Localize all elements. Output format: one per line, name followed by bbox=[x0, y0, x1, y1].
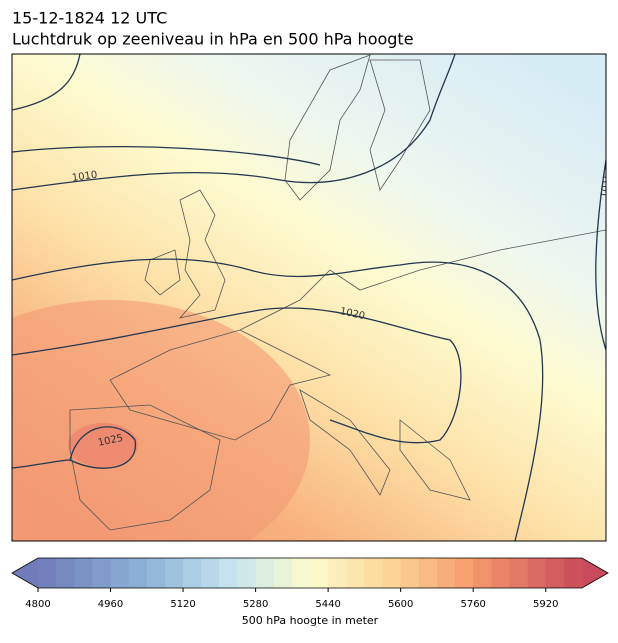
isobar-label: 1015 bbox=[599, 172, 614, 199]
colorbar-segment bbox=[219, 558, 238, 588]
colorbar-tick-label: 4800 bbox=[25, 599, 50, 610]
colorbar-segment bbox=[74, 558, 93, 588]
colorbar-segment bbox=[92, 558, 112, 588]
colorbar-tick-label: 5760 bbox=[460, 599, 485, 610]
colorbar-segment bbox=[146, 558, 166, 588]
colorbar-tick-label: 5280 bbox=[243, 599, 268, 610]
colorbar-segment bbox=[563, 558, 583, 588]
colorbar-tick-label: 5600 bbox=[388, 599, 413, 610]
colorbar-outline bbox=[11, 557, 609, 589]
colorbar-segment bbox=[128, 558, 148, 588]
map-frame bbox=[11, 53, 607, 542]
colorbar: 4800 4960 5120 5280 5440 5600 5760 5920 bbox=[11, 557, 609, 610]
colorbar-tick-label: 4960 bbox=[98, 599, 123, 610]
colorbar-tick-label: 5440 bbox=[315, 599, 340, 610]
colorbar-label: 500 hPa hoogte in meter bbox=[242, 614, 379, 627]
colorbar-segment bbox=[509, 558, 529, 588]
colorbar-segment bbox=[38, 558, 57, 588]
colorbar-segment bbox=[346, 558, 365, 588]
isobar-label: 1020 bbox=[339, 306, 366, 322]
colorbar-segment bbox=[110, 558, 130, 588]
colorbar-segment bbox=[400, 558, 420, 588]
colorbar-segment bbox=[273, 558, 293, 588]
colorbar-segment bbox=[201, 558, 220, 588]
colorbar-segment bbox=[237, 558, 257, 588]
colorbar-segment bbox=[56, 558, 75, 588]
colorbar-segment bbox=[491, 558, 510, 588]
colorbar-segment bbox=[328, 558, 347, 588]
colorbar-segment bbox=[418, 558, 438, 588]
colorbar-tick-label: 5120 bbox=[170, 599, 195, 610]
colorbar-segment bbox=[545, 558, 565, 588]
colorbar-segment bbox=[255, 558, 275, 588]
subtitle: Luchtdruk op zeeniveau in hPa en 500 hPa… bbox=[12, 30, 414, 49]
colorbar-segment bbox=[164, 558, 184, 588]
colorbar-segment bbox=[382, 558, 402, 588]
colorbar-segment bbox=[473, 558, 492, 588]
colorbar-segment bbox=[310, 558, 329, 588]
coastlines bbox=[69, 54, 606, 531]
isobar-label: 1025 bbox=[97, 433, 124, 449]
colorbar-segment bbox=[183, 558, 202, 588]
map: 1010 1020 1025 1015 bbox=[12, 54, 614, 541]
colorbar-segment bbox=[436, 558, 456, 588]
isobar-label: 1010 bbox=[71, 170, 98, 184]
colorbar-segment bbox=[291, 558, 311, 588]
colorbar-extend-high bbox=[582, 558, 608, 588]
title: 15-12-1824 12 UTC bbox=[12, 9, 167, 28]
colorbar-extend-low bbox=[12, 558, 38, 588]
isobars bbox=[12, 54, 606, 541]
height-high bbox=[12, 300, 310, 541]
colorbar-tick-label: 5920 bbox=[533, 599, 558, 610]
colorbar-segment bbox=[455, 558, 474, 588]
colorbar-segment bbox=[527, 558, 547, 588]
colorbar-segment bbox=[364, 558, 384, 588]
